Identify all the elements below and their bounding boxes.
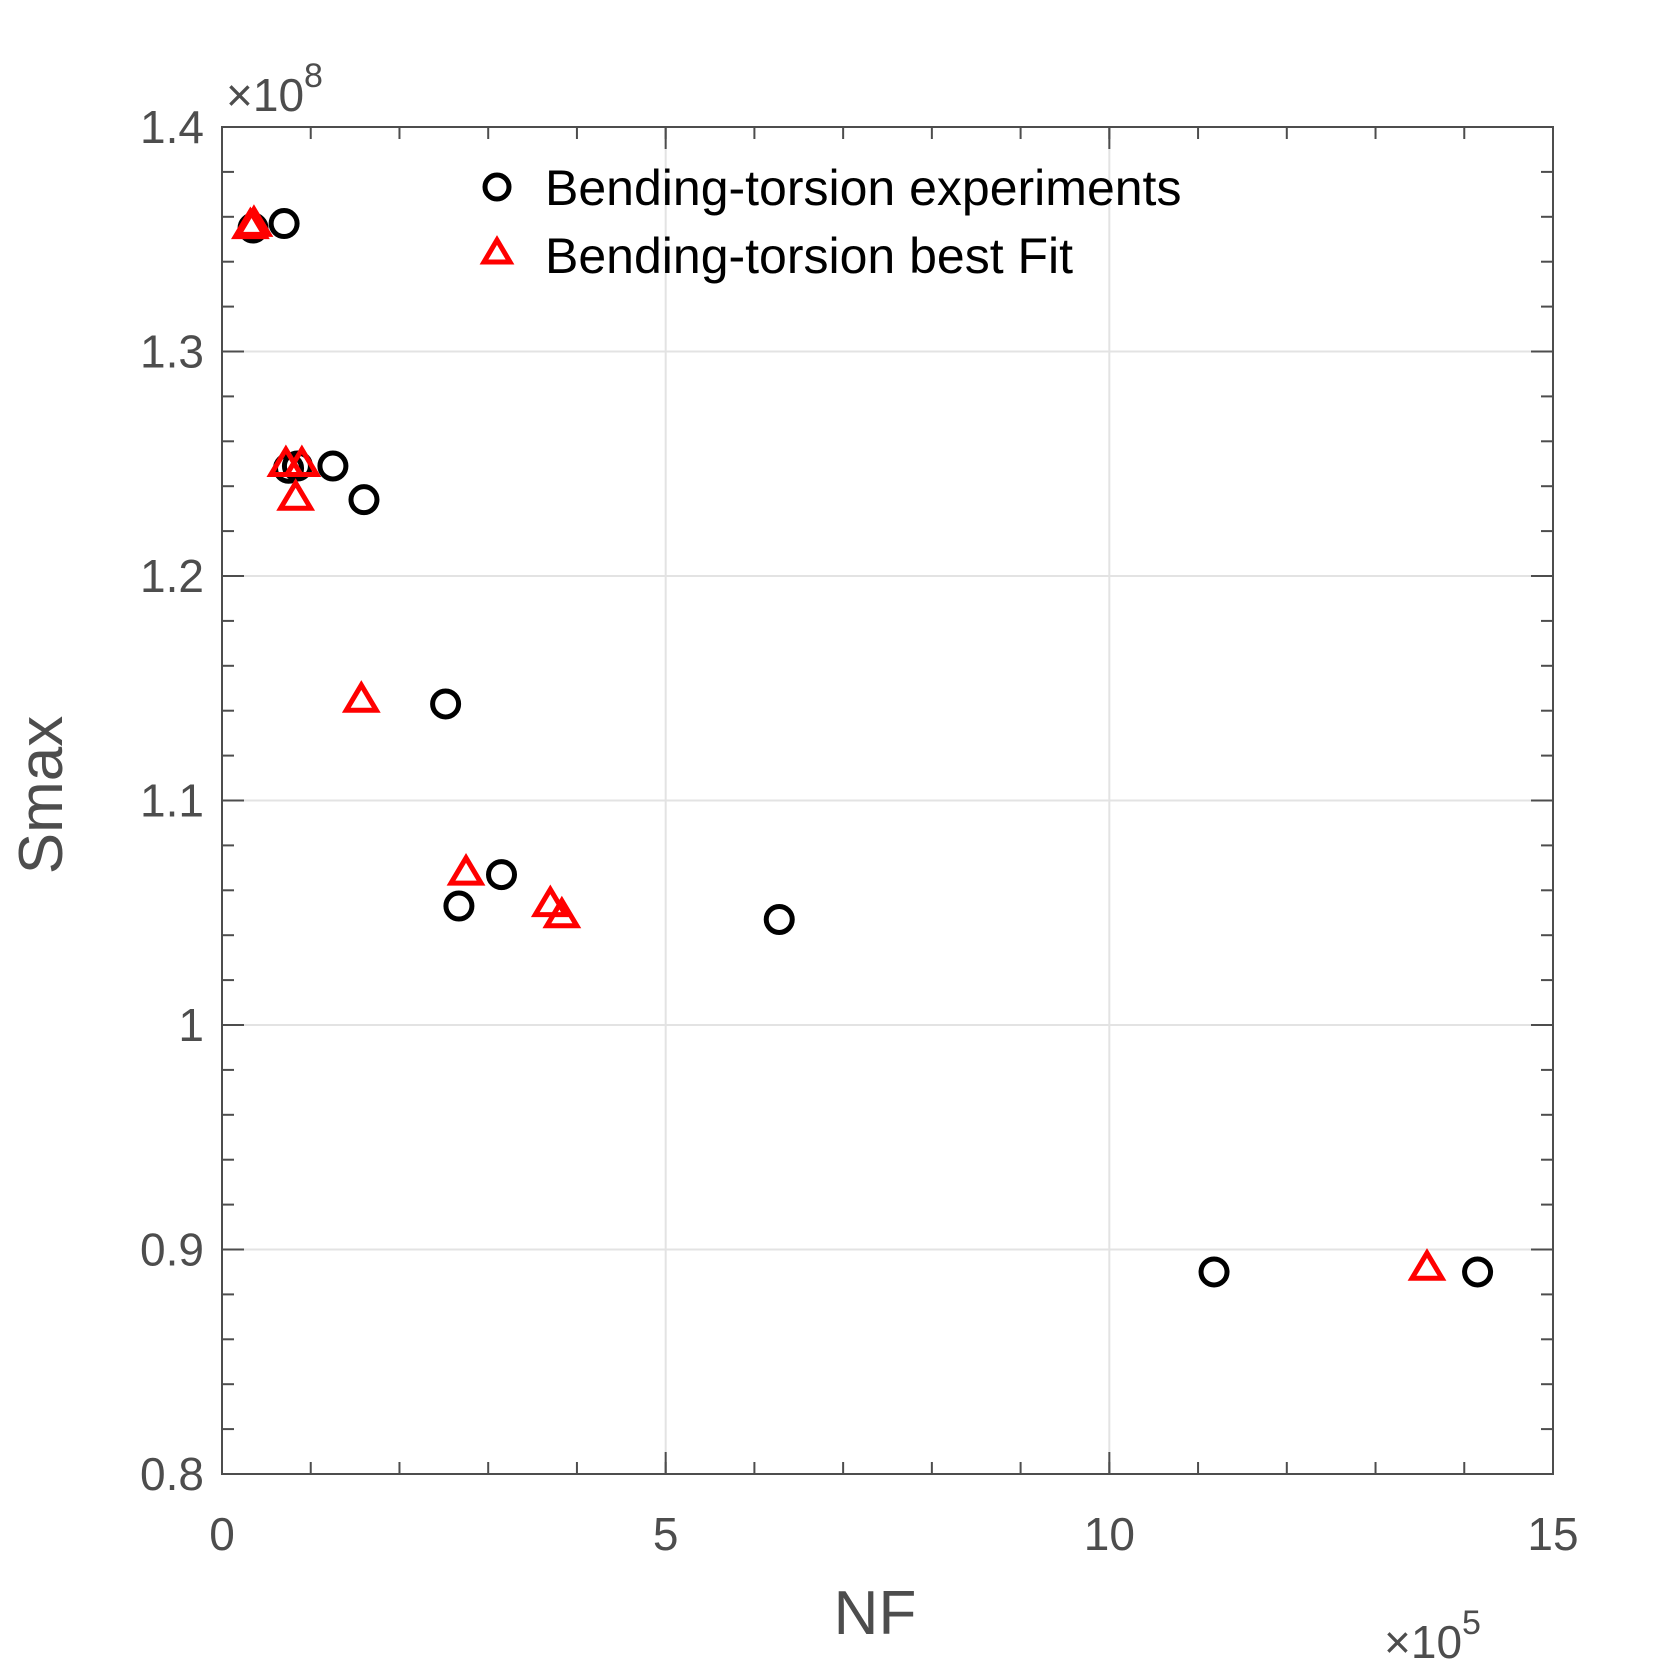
experiment-point bbox=[317, 450, 349, 482]
best-fit-point bbox=[530, 884, 570, 918]
y-tick-label: 0.9 bbox=[140, 1224, 204, 1276]
best-fit-point bbox=[542, 895, 582, 929]
plot-frame bbox=[221, 126, 1554, 1475]
best-fit-point bbox=[1407, 1248, 1447, 1281]
experiment-point bbox=[486, 859, 518, 891]
y-axis-label: Smax bbox=[7, 716, 76, 874]
x-tick-label: 10 bbox=[1084, 1508, 1135, 1560]
legend-circle-marker bbox=[482, 172, 512, 202]
best-fit-point bbox=[446, 853, 486, 886]
y-tick-label: 1.4 bbox=[140, 101, 204, 153]
best-fit-point bbox=[341, 680, 381, 713]
y-tick-label: 0.8 bbox=[140, 1448, 204, 1500]
experiment-point bbox=[763, 903, 795, 935]
best-fit-point bbox=[282, 444, 322, 478]
legend-label-best-fit: Bending-torsion best Fit bbox=[545, 228, 1073, 284]
data-points bbox=[230, 204, 1494, 1288]
legend-triangle-marker bbox=[479, 235, 515, 265]
x-tick-label: 5 bbox=[653, 1508, 679, 1560]
y-tick-label: 1 bbox=[178, 999, 204, 1051]
experiment-point bbox=[348, 484, 380, 516]
experiment-point bbox=[430, 688, 462, 720]
x-axis-label: NF bbox=[834, 1579, 917, 1648]
legend: Bending-torsion experiments Bending-tors… bbox=[479, 160, 1181, 284]
x-tick-label: 15 bbox=[1527, 1508, 1578, 1560]
experiment-point bbox=[1198, 1256, 1230, 1288]
y-tick-label: 1.2 bbox=[140, 550, 204, 602]
experiment-point bbox=[443, 890, 475, 922]
experiment-point bbox=[268, 208, 300, 240]
experiment-point bbox=[1462, 1256, 1494, 1288]
legend-label-experiments: Bending-torsion experiments bbox=[545, 160, 1181, 216]
y-multiplier-label: ×108 bbox=[226, 57, 323, 121]
x-tick-label: 0 bbox=[209, 1508, 235, 1560]
x-multiplier-label: ×105 bbox=[1384, 1604, 1481, 1667]
tick-labels: 0 5 10 15 0.8 0.9 1 1.1 1.2 1.3 1.4 bbox=[140, 101, 1579, 1560]
best-fit-point bbox=[276, 478, 316, 511]
y-tick-label: 1.1 bbox=[140, 775, 204, 827]
best-fit-point bbox=[234, 204, 274, 237]
grid-lines bbox=[221, 126, 1554, 1475]
y-tick-label: 1.3 bbox=[140, 326, 204, 378]
